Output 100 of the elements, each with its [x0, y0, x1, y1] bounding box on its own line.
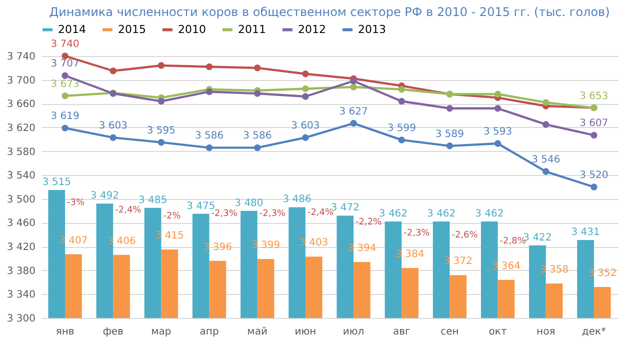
data-label: 3 480: [234, 198, 264, 209]
y-tick-label: 3 700: [6, 75, 36, 86]
point: [110, 68, 116, 74]
legend-label: 2010: [178, 22, 206, 36]
annotation: -2,2%: [356, 218, 382, 228]
y-tick-label: 3 740: [6, 52, 36, 62]
annotation: -2,4%: [115, 206, 142, 216]
data-label: 3 603: [291, 120, 320, 132]
point: [542, 168, 550, 175]
point: [158, 62, 165, 69]
x-tick-label: май: [247, 326, 268, 338]
annotation: -2,4%: [307, 208, 334, 218]
point: [494, 140, 502, 147]
data-label: 3 603: [98, 120, 128, 132]
data-label: 3 599: [387, 122, 416, 134]
x-tick-label: апр: [200, 326, 219, 338]
annotation: -2,3%: [404, 228, 430, 238]
data-label: 3 546: [532, 154, 560, 166]
x-tick-label: сен: [440, 326, 459, 338]
point: [398, 136, 405, 144]
y-tick-label: 3 580: [6, 146, 36, 158]
data-label: 3 415: [155, 230, 184, 242]
y-tick-label: 3 500: [6, 194, 36, 206]
y-tick-label: 3 380: [6, 266, 36, 277]
data-label: 3 462: [378, 208, 408, 220]
annotation: -3%: [67, 198, 86, 208]
annotation: -2,3%: [211, 209, 238, 220]
legend-label: 2015: [118, 22, 146, 36]
annotation: -2,6%: [452, 230, 478, 241]
annotation: -2%: [163, 212, 182, 222]
data-label: 3 595: [146, 125, 176, 136]
data-label: 3 515: [42, 176, 71, 188]
point: [302, 70, 309, 78]
x-tick-label: июл: [342, 326, 364, 338]
point: [254, 64, 261, 72]
point: [158, 98, 165, 105]
point: [350, 120, 357, 127]
data-label: 3 403: [300, 238, 328, 249]
data-label: 3 399: [251, 240, 280, 252]
point: [158, 138, 165, 146]
legend-label: 2011: [238, 22, 266, 36]
point: [542, 99, 550, 106]
x-tick-label: мар: [151, 326, 172, 338]
point: [494, 105, 502, 112]
x-tick-label: авг: [392, 326, 410, 338]
legend-label: 2013: [358, 22, 386, 36]
point: [302, 85, 309, 92]
data-label: 3 589: [435, 128, 464, 140]
data-label: 3 586: [243, 130, 272, 142]
data-label: 3 394: [348, 243, 376, 254]
y-tick-label: 3 340: [6, 290, 36, 301]
y-tick-label: 3 420: [6, 242, 36, 254]
point: [254, 144, 261, 152]
point: [302, 134, 309, 141]
legend-label: 2012: [298, 22, 326, 36]
data-label: 3 396: [203, 242, 232, 253]
data-label: 3 740: [50, 39, 80, 50]
y-tick-label: 3 620: [6, 122, 36, 134]
point: [254, 90, 261, 97]
data-label: 3 520: [580, 170, 608, 181]
point: [350, 78, 357, 84]
data-label: 3 627: [339, 106, 368, 118]
point: [398, 86, 405, 93]
y-tick-label: 3 540: [6, 170, 36, 182]
point: [206, 88, 213, 96]
data-label: 3 653: [580, 90, 608, 102]
data-label: 3 586: [194, 130, 224, 142]
data-label: 3 593: [483, 126, 512, 138]
x-tick-label: июн: [294, 326, 316, 338]
point: [206, 144, 213, 152]
point: [62, 72, 68, 79]
x-tick-label: янв: [56, 326, 74, 338]
data-label: 3 462: [426, 208, 456, 220]
data-label: 3 619: [50, 111, 80, 122]
data-label: 3 406: [107, 236, 136, 247]
data-label: 3 475: [186, 200, 216, 212]
point: [398, 98, 405, 105]
point: [446, 142, 454, 150]
data-label: 3 364: [492, 260, 521, 272]
point: [350, 84, 357, 90]
x-tick-label: окт: [488, 326, 507, 338]
annotation: -2,3%: [259, 209, 286, 220]
x-tick-label: фев: [102, 326, 124, 338]
point: [62, 52, 68, 60]
data-label: 3 462: [475, 208, 504, 220]
data-label: 3 372: [444, 256, 472, 268]
data-label: 3 492: [90, 190, 120, 202]
point: [590, 132, 598, 139]
point: [206, 63, 213, 70]
point: [542, 121, 550, 128]
data-label: 3 352: [588, 268, 617, 280]
x-tick-label: ноя: [536, 326, 556, 338]
y-tick-label: 3 300: [6, 314, 36, 324]
y-tick-label: 3 460: [6, 218, 36, 230]
data-label: 3 707: [50, 58, 80, 70]
data-label: 3 486: [282, 194, 312, 206]
point: [302, 93, 309, 100]
y-tick-label: 3 660: [6, 99, 36, 110]
annotation: -2,8%: [500, 236, 526, 247]
point: [110, 134, 116, 141]
